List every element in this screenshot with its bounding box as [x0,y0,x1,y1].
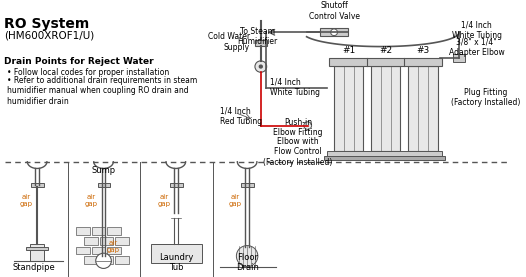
Text: #2: #2 [379,46,392,55]
Text: air
gap: air gap [107,240,120,253]
Text: air
gap: air gap [158,194,170,207]
Text: 1/4 Inch
Red Tubing: 1/4 Inch Red Tubing [220,107,262,126]
Text: RO System: RO System [4,17,89,31]
Text: air
gap: air gap [229,194,242,207]
Text: Plug Fitting
(Factory Installed): Plug Fitting (Factory Installed) [451,88,520,107]
Text: Sump: Sump [92,166,116,175]
Circle shape [304,122,311,129]
Bar [84,237,98,245]
Text: Standpipe: Standpipe [13,263,56,272]
Text: Laundry
Tub: Laundry Tub [159,253,193,272]
Bar [107,227,121,235]
Text: Floor
Drain: Floor Drain [236,253,259,272]
Bar [325,156,446,160]
Text: Push-in
Elbow Fitting: Push-in Elbow Fitting [273,118,322,137]
Bar [31,244,44,261]
Text: • Follow local codes for proper installation: • Follow local codes for proper installa… [7,68,169,78]
Bar [99,237,113,245]
Bar [26,247,48,250]
Bar [320,29,348,36]
Text: Cold Water
Supply: Cold Water Supply [208,32,250,52]
Text: 1/4 Inch
White Tubing: 1/4 Inch White Tubing [452,21,502,40]
Bar [255,40,267,46]
Bar [151,244,202,263]
Text: air
gap: air gap [84,194,97,207]
Text: Shutoff
Control Valve: Shutoff Control Valve [309,1,360,21]
Text: air
gap: air gap [20,194,33,207]
Circle shape [255,61,267,72]
Bar [76,227,90,235]
Bar [99,256,113,264]
Bar [92,247,106,254]
Text: • Refer to additional drain requirements in steam
humidifier manual when couplin: • Refer to additional drain requirements… [7,76,197,106]
Bar [334,66,363,151]
Bar [76,247,90,254]
Text: #1: #1 [342,46,356,55]
Bar [327,151,442,156]
Bar [170,183,183,188]
Circle shape [259,65,262,68]
Bar [98,183,110,188]
Bar [453,54,465,62]
Circle shape [96,253,112,268]
Circle shape [331,29,338,36]
Text: Drain Points for Reject Water: Drain Points for Reject Water [4,57,154,66]
Text: 1/4 Inch
White Tubing: 1/4 Inch White Tubing [270,78,320,98]
Text: #3: #3 [416,46,430,55]
Text: To Steam
Humidifier: To Steam Humidifier [238,27,278,46]
Bar [115,256,129,264]
Text: (HM600XROF1/U): (HM600XROF1/U) [4,30,94,40]
Bar [31,183,44,188]
Bar [241,183,254,188]
Bar [371,66,400,151]
Text: 3/8" x 1/4"
Adapter Elbow: 3/8" x 1/4" Adapter Elbow [449,38,504,57]
Bar [115,237,129,245]
Bar [408,66,438,151]
Text: Elbow with
Flow Control
(Factory Installed): Elbow with Flow Control (Factory Install… [263,137,332,167]
Bar [329,58,442,66]
Circle shape [236,246,258,266]
Bar [92,227,106,235]
Bar [84,256,98,264]
Bar [107,247,121,254]
